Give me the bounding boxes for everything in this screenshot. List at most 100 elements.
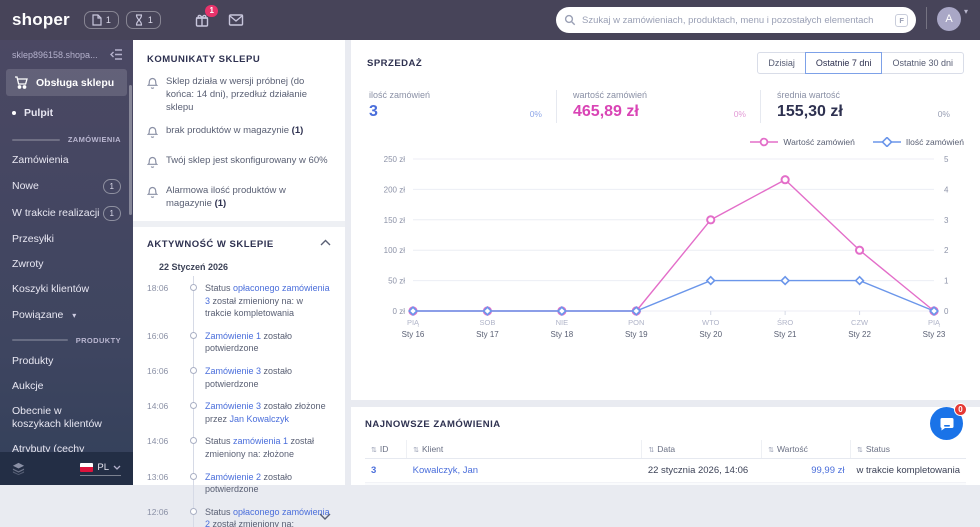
sidebar-item-label: Koszyki klientów bbox=[12, 283, 90, 296]
activity-timeline: 22 Styczeń 2026 18:06 Status opłaconego za… bbox=[147, 262, 331, 527]
latest-orders-title: NAJNOWSZE ZAMÓWIENIA bbox=[365, 419, 501, 430]
message-text: brak produktów w magazynie (1) bbox=[166, 125, 304, 137]
column-header-klient[interactable]: ⇅ Klient bbox=[406, 440, 642, 459]
order-client-link[interactable]: Kowalczyk, Jan bbox=[406, 458, 642, 483]
column-header-wartość[interactable]: ⇅ Wartość bbox=[761, 440, 851, 459]
counter-pill[interactable]: 1 bbox=[125, 11, 161, 29]
event-link[interactable]: opłaconego zamówienia 3 bbox=[205, 283, 330, 306]
sidebar-item-aukcje[interactable]: Aukcje bbox=[0, 374, 133, 399]
sidebar-scrollbar[interactable] bbox=[129, 85, 132, 215]
event-text: Status zamówienia 1 został zmieniony na:… bbox=[205, 435, 331, 460]
section-title: PRODUKTY bbox=[75, 335, 121, 345]
search-icon bbox=[564, 14, 576, 26]
range-button-dzisiaj[interactable]: Dzisiaj bbox=[757, 52, 806, 74]
event-text: Zamówienie 3 zostało potwierdzone bbox=[205, 365, 331, 390]
svg-text:Sty 20: Sty 20 bbox=[699, 330, 722, 339]
search-input[interactable] bbox=[581, 14, 896, 26]
activity-event: 12:06 Status opłaconego zamówienia 2 zost… bbox=[147, 506, 331, 527]
shop-message-item[interactable]: Sklep działa w wersji próbnej (do końca:… bbox=[146, 76, 331, 114]
column-header-status[interactable]: ⇅ Status bbox=[850, 440, 966, 459]
avatar-chevron-icon[interactable]: ▾ bbox=[963, 7, 968, 16]
expand-activity-button[interactable] bbox=[319, 513, 331, 521]
svg-text:3: 3 bbox=[944, 216, 949, 225]
event-text-part: Status bbox=[205, 436, 234, 447]
event-text-part: zostało potwierdzone bbox=[205, 330, 293, 354]
event-link[interactable]: Zamówienie 3 bbox=[205, 401, 262, 412]
sidebar-bottom-bar: PL bbox=[0, 452, 133, 485]
event-link[interactable]: Zamówienie 3 bbox=[205, 366, 262, 377]
svg-text:ŚRO: ŚRO bbox=[777, 318, 793, 327]
event-time: 18:06 bbox=[147, 283, 169, 294]
svg-text:PIĄ: PIĄ bbox=[407, 318, 420, 327]
event-link[interactable]: zamówienia 1 bbox=[233, 436, 289, 447]
event-link[interactable]: Zamówienie 1 bbox=[205, 330, 262, 341]
sidebar-item-produkty[interactable]: Produkty bbox=[0, 349, 133, 374]
svg-text:250 zł: 250 zł bbox=[384, 155, 406, 164]
sidebar-item-zamówienia[interactable]: Zamówienia bbox=[0, 148, 133, 173]
svg-text:Sty 22: Sty 22 bbox=[848, 330, 871, 339]
sidebar-section-header: PRODUKTY bbox=[0, 328, 133, 349]
search-bar[interactable]: F bbox=[555, 7, 916, 33]
shop-message-item[interactable]: brak produktów w magazynie (1) bbox=[146, 125, 331, 144]
stat-delta: 0% bbox=[937, 109, 950, 119]
event-link[interactable]: Jan Kowalczyk bbox=[229, 413, 290, 424]
item-count-badge: 1 bbox=[102, 179, 121, 195]
sort-icon: ⇅ bbox=[371, 447, 377, 454]
order-date: 21 stycznia 2026, 19:06 bbox=[641, 482, 762, 485]
sidebar-item-dashboard[interactable]: Pulpit bbox=[0, 98, 133, 127]
sidebar-item-powiązane[interactable]: Powiązane ▾ bbox=[0, 303, 133, 328]
column-header-data[interactable]: ⇅ Data bbox=[641, 440, 762, 459]
circle-marker-icon bbox=[750, 137, 779, 147]
shop-message-item[interactable]: Twój sklep jest skonfigurowany w 60% bbox=[146, 155, 331, 174]
order-value: 215,95 zł bbox=[761, 482, 851, 485]
svg-text:SOB: SOB bbox=[480, 318, 496, 327]
mail-button[interactable] bbox=[228, 13, 244, 27]
legend-item[interactable]: Wartość zamówień bbox=[750, 137, 855, 147]
event-text-part: zostało potwierdzone bbox=[205, 366, 293, 389]
layers-icon[interactable] bbox=[12, 462, 25, 475]
avatar[interactable]: A bbox=[936, 7, 961, 31]
sidebar-item-nowe[interactable]: Nowe 1 bbox=[0, 173, 133, 200]
chat-widget-button[interactable]: 0 bbox=[930, 403, 967, 440]
shop-message-item[interactable]: Alarmowa ilość produktów w magazynie (1) bbox=[146, 185, 331, 211]
gift-button[interactable]: 1 bbox=[194, 5, 218, 28]
counter-pill[interactable]: 1 bbox=[83, 11, 119, 29]
sidebar-item-przesyłki[interactable]: Przesyłki bbox=[0, 227, 133, 252]
sort-icon: ⇅ bbox=[857, 447, 863, 454]
event-text: Status opłaconego zamówienia 3 został zm… bbox=[205, 282, 331, 320]
event-time: 13:06 bbox=[147, 471, 169, 482]
range-button-ostatnie-7-dni[interactable]: Ostatnie 7 dni bbox=[804, 52, 883, 74]
chevron-down-icon bbox=[319, 513, 331, 521]
event-text-part: Status bbox=[205, 506, 234, 517]
column-header-id[interactable]: ⇅ ID bbox=[365, 440, 407, 459]
section-title: ZAMÓWIENIA bbox=[67, 135, 121, 144]
sidebar-item-w-trakcie-realizacji[interactable]: W trakcie realizacji 1 bbox=[0, 200, 133, 227]
sidebar-item-label: Zwroty bbox=[12, 258, 44, 271]
collapse-sidebar-icon[interactable] bbox=[109, 49, 123, 60]
sidebar-item-zwroty[interactable]: Zwroty bbox=[0, 252, 133, 277]
sidebar-item-store-service[interactable]: Obsługa sklepu bbox=[6, 69, 127, 96]
order-id-link[interactable]: 3 bbox=[365, 458, 407, 483]
order-value: 99,99 zł bbox=[761, 458, 851, 483]
legend-item[interactable]: Ilość zamówień bbox=[872, 137, 964, 147]
event-link[interactable]: Zamówienie 2 bbox=[205, 471, 262, 482]
shop-activity-title: AKTYWNOŚĆ W SKLEPIE bbox=[147, 239, 274, 251]
svg-text:PON: PON bbox=[628, 318, 644, 327]
activity-date-header: 22 Styczeń 2026 bbox=[159, 262, 229, 273]
stat-delta: 0% bbox=[733, 109, 746, 119]
svg-text:1: 1 bbox=[944, 277, 949, 286]
order-client-link[interactable]: Kowalska, Anna bbox=[406, 482, 642, 485]
sidebar-item-koszyki-klientów[interactable]: Koszyki klientów bbox=[0, 277, 133, 302]
collapse-activity-button[interactable] bbox=[320, 239, 331, 246]
order-id-link[interactable]: 2 bbox=[365, 482, 407, 485]
event-text-part: Status bbox=[205, 283, 234, 294]
shop-messages-title: KOMUNIKATY SKLEPU bbox=[147, 54, 261, 65]
language-selector[interactable]: PL bbox=[80, 462, 121, 476]
range-button-ostatnie-30-dni[interactable]: Ostatnie 30 dni bbox=[881, 52, 964, 74]
sidebar-item-obecnie-w-koszykach-klientów[interactable]: Obecnie w koszykach klientów bbox=[0, 399, 133, 437]
shop-messages-panel: KOMUNIKATY SKLEPU Sklep działa w wersji … bbox=[133, 40, 345, 228]
svg-text:5: 5 bbox=[944, 155, 949, 164]
chevron-up-icon bbox=[320, 239, 331, 246]
event-time: 16:06 bbox=[147, 330, 169, 341]
